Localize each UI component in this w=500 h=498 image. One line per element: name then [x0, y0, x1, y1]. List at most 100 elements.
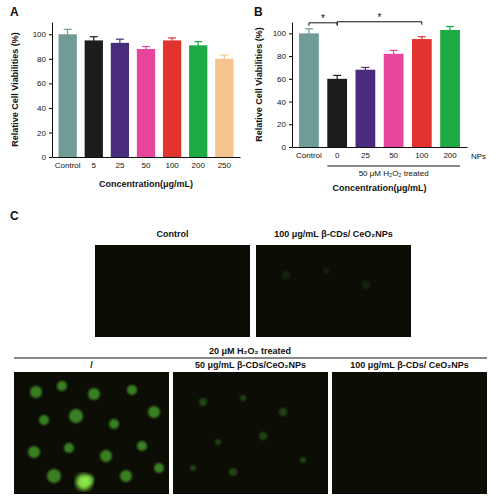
tick-label: 20 [277, 120, 286, 129]
group-title: 20 μM H₂O₂ treated [209, 346, 291, 356]
tick-label: Control [55, 161, 81, 170]
tick-label: 60 [37, 79, 46, 88]
tick-label: 200 [192, 161, 206, 170]
image-title: 100 μg/mL β-CDs/ CeO₂NPs [274, 229, 392, 239]
micrograph [332, 372, 487, 494]
cell [100, 450, 112, 462]
chart: 020406080100Control02550100200**50 μM H₂… [273, 12, 486, 193]
error-bar [64, 29, 72, 39]
micrograph [256, 245, 411, 337]
tick-label: 100 [33, 30, 47, 39]
axis-line [52, 23, 53, 158]
significance-bracket: * [337, 12, 422, 25]
tick-label: 0 [282, 143, 287, 152]
tick: 80 [277, 52, 292, 61]
error-cap [446, 26, 454, 27]
cell [39, 415, 49, 425]
tick-label: 40 [37, 104, 46, 113]
error-whisker [337, 75, 338, 82]
tick-label: 50 [389, 151, 398, 160]
cell [120, 470, 132, 482]
error-whisker [198, 42, 199, 49]
error-cap [116, 39, 124, 40]
tick: 20 [277, 120, 292, 129]
tick-label: 20 [37, 129, 46, 138]
chart: 020406080100Control52550100200250Concent… [33, 23, 241, 190]
bar [356, 70, 376, 147]
tick-label: 25 [115, 161, 124, 170]
y-axis-title: Relative Cell Viabilities (%) [10, 32, 20, 146]
cell [154, 463, 164, 473]
tick: 100 [415, 151, 429, 160]
error-whisker [119, 39, 120, 46]
axis-line [53, 157, 241, 158]
bar [85, 40, 103, 157]
micrograph-background [14, 372, 169, 494]
tick-mark [289, 102, 292, 103]
tick: 50 [389, 151, 398, 160]
group-label: 50 μM H₂O₂ treated [359, 169, 429, 178]
cell [215, 439, 221, 445]
cell [127, 385, 137, 395]
error-whisker [393, 50, 394, 57]
group-line [327, 166, 460, 167]
tick-label: 100 [165, 161, 179, 170]
image-title: 50 μg/mL β-CDs/CeO₂NPs [195, 360, 306, 370]
error-bar [90, 37, 98, 44]
cell [76, 474, 92, 490]
axis-line [293, 147, 468, 148]
micrograph-background [173, 372, 328, 494]
tick-label: 0 [335, 151, 340, 160]
micrograph-background [332, 372, 487, 494]
error-cap [418, 36, 426, 37]
cell [109, 419, 119, 429]
tick-mark [289, 56, 292, 57]
cell [282, 271, 290, 279]
x-axis-title: Concentration(μg/mL) [99, 179, 193, 189]
cell [30, 386, 42, 398]
bar [327, 79, 347, 147]
error-bar [333, 75, 341, 82]
panel-label: B [254, 5, 263, 19]
tick: 20 [37, 129, 52, 138]
cell [148, 406, 160, 418]
micrograph [173, 372, 328, 494]
error-cap [361, 67, 369, 68]
cell [64, 443, 74, 453]
cell [279, 408, 287, 416]
error-whisker [93, 37, 94, 44]
tick: 0 [42, 153, 52, 162]
x-axis: Control52550100200250 [53, 158, 241, 170]
error-whisker [308, 29, 309, 38]
cell [47, 469, 61, 483]
cell [69, 409, 83, 423]
cell [300, 457, 306, 463]
error-bar [220, 55, 228, 62]
tick-mark [49, 108, 52, 109]
tick-mark [49, 157, 52, 158]
bar [137, 49, 155, 157]
tick: 60 [37, 79, 52, 88]
panel-label: C [10, 209, 19, 223]
error-whisker [449, 27, 450, 34]
x-axis-title: Concentration(μg/mL) [333, 183, 427, 193]
error-bar [305, 29, 313, 38]
axis-line [292, 23, 293, 148]
panel-label: A [10, 5, 19, 19]
group-line [14, 358, 487, 359]
error-cap [333, 75, 341, 76]
figure: 020406080100Control52550100200250Concent… [0, 0, 500, 498]
tick: 0 [335, 151, 340, 160]
bar [189, 45, 207, 157]
micrograph [95, 245, 250, 337]
error-cap [90, 36, 98, 37]
tick-label: 100 [415, 151, 429, 160]
tick-mark [289, 147, 292, 148]
tick: 100 [273, 29, 292, 38]
y-axis: 020406080100 [273, 23, 293, 153]
error-bar [390, 50, 398, 57]
cell [88, 388, 100, 400]
tick: 80 [37, 55, 52, 64]
bar [163, 40, 181, 157]
error-bar [142, 47, 150, 52]
